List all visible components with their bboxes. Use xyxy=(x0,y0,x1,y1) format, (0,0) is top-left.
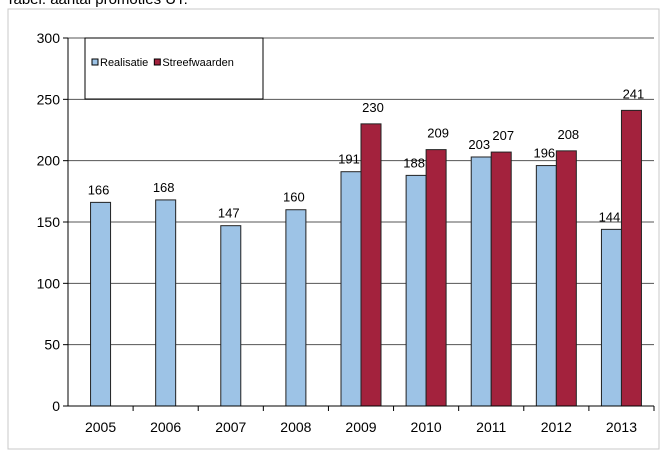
axes xyxy=(67,38,655,411)
data-label-realisatie: 168 xyxy=(153,180,175,195)
bar-streefwaarden xyxy=(620,109,642,407)
x-tick-label: 2008 xyxy=(280,419,311,435)
x-tick-label: 2006 xyxy=(150,419,181,435)
bar-realisatie xyxy=(285,209,307,407)
y-tick-label: 200 xyxy=(37,153,61,169)
data-label-streefwaarden: 230 xyxy=(362,100,384,115)
data-label-realisatie: 203 xyxy=(468,137,490,152)
legend-swatch xyxy=(91,58,99,66)
legend-swatch xyxy=(153,58,161,66)
x-tick-label: 2005 xyxy=(85,419,116,435)
legend-label: Streefwaarden xyxy=(162,57,234,69)
y-tick-labels: 0 50 100 150 200 250 300 xyxy=(37,30,61,414)
bar-realisatie xyxy=(220,225,242,407)
y-tick-label: 50 xyxy=(44,337,60,353)
y-tick-label: 150 xyxy=(37,214,61,230)
data-label-realisatie: 196 xyxy=(533,146,555,161)
legend: Realisatie Streefwaarden xyxy=(84,37,264,100)
data-label-realisatie: 188 xyxy=(403,155,425,170)
bar-realisatie xyxy=(90,201,112,407)
data-label-streefwaarden: 241 xyxy=(623,86,645,101)
data-label-realisatie: 147 xyxy=(218,206,240,221)
x-tick-label: 2007 xyxy=(215,419,246,435)
data-label-realisatie: 144 xyxy=(599,209,621,224)
bar-streefwaarden xyxy=(425,149,447,407)
data-label-realisatie: 191 xyxy=(338,152,360,167)
bar-streefwaarden xyxy=(360,123,382,407)
chart-caption: Tabel: aantal promoties UT: xyxy=(6,0,188,8)
bar-realisatie xyxy=(405,174,427,407)
y-tick-label: 250 xyxy=(37,91,61,107)
bar-realisatie xyxy=(155,199,177,407)
data-label-streefwaarden: 207 xyxy=(492,128,514,143)
x-tick-label: 2013 xyxy=(606,419,637,435)
y-tick-label: 300 xyxy=(37,30,61,46)
x-tick-label: 2011 xyxy=(476,419,506,435)
bar-streefwaarden xyxy=(555,150,577,407)
legend-label: Realisatie xyxy=(100,57,148,69)
bar-realisatie xyxy=(600,228,622,407)
y-tick-label: 0 xyxy=(52,398,60,414)
x-tick-label: 2012 xyxy=(541,419,572,435)
bar-streefwaarden xyxy=(490,151,512,407)
x-tick-label: 2010 xyxy=(411,419,442,435)
legend-box xyxy=(84,37,264,100)
data-label-streefwaarden: 209 xyxy=(427,126,449,141)
bar-realisatie xyxy=(470,156,492,407)
bar-realisatie xyxy=(535,165,557,407)
data-label-streefwaarden: 208 xyxy=(557,127,579,142)
bars xyxy=(90,109,642,407)
data-label-realisatie: 160 xyxy=(283,190,305,205)
x-tick-labels: 2005 2006 2007 2008 2009 2010 2011 2012 2013 xyxy=(85,419,637,435)
data-label-realisatie: 166 xyxy=(88,182,110,197)
x-tick-label: 2009 xyxy=(345,419,376,435)
y-tick-label: 100 xyxy=(37,275,61,291)
bar-realisatie xyxy=(340,171,362,407)
